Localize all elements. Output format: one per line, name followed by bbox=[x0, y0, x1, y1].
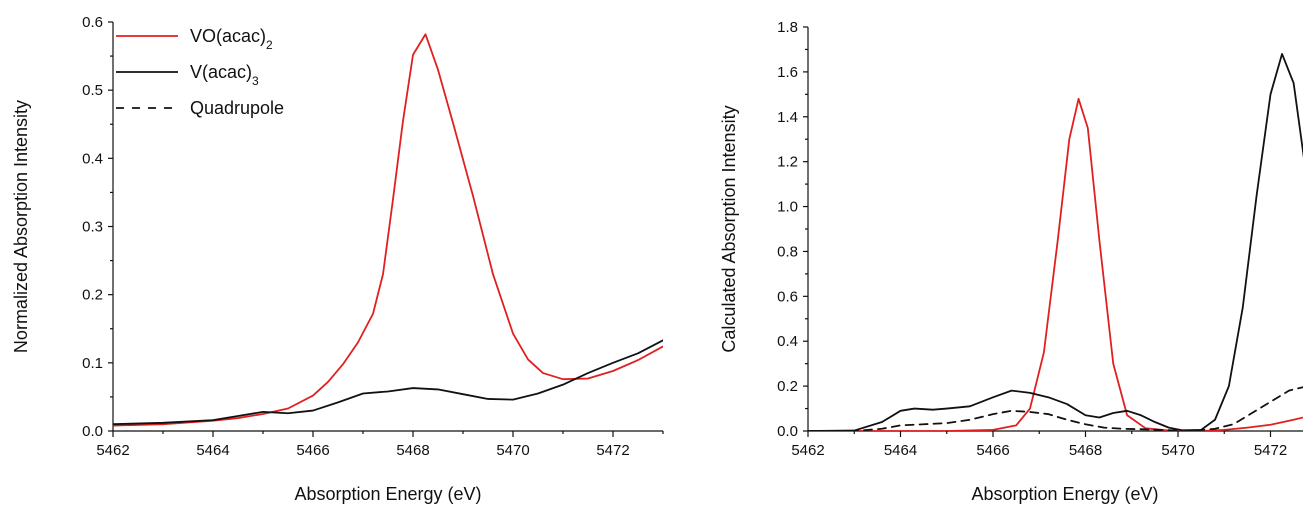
x-tick-label: 5462 bbox=[791, 442, 824, 459]
x-tick-label: 5472 bbox=[596, 442, 629, 459]
x-tick-label: 5464 bbox=[884, 442, 917, 459]
x-tick-label: 5462 bbox=[96, 442, 129, 459]
x-tick-label: 5472 bbox=[1254, 442, 1287, 459]
legend: VO(acac)2 V(acac)3 Quadrupole bbox=[116, 26, 284, 118]
y-tick-label: 1.2 bbox=[777, 154, 798, 171]
y-tick-label: 0.6 bbox=[777, 288, 798, 305]
series-line-vo-acac-2 bbox=[808, 97, 1303, 431]
y-tick-label: 0.6 bbox=[82, 14, 103, 31]
x-tick-label: 5470 bbox=[1161, 442, 1194, 459]
x-tick-label: 5470 bbox=[496, 442, 529, 459]
legend-label: Quadrupole bbox=[190, 98, 284, 118]
y-tick-label: 1.6 bbox=[777, 64, 798, 81]
y-tick-label: 1.4 bbox=[777, 109, 798, 126]
x-axis-title: Absorption Energy (eV) bbox=[971, 484, 1158, 504]
series-line-v-acac-3 bbox=[808, 53, 1303, 431]
x-tick-label: 5466 bbox=[296, 442, 329, 459]
series-line-v-acac-3 bbox=[113, 339, 663, 426]
y-tick-label: 0.4 bbox=[82, 150, 103, 167]
chart-right: 0.0 0.2 0.4 0.6 0.8 1.0 1.2 1.4 1.6 1.8 5462 5464 54… bbox=[719, 19, 1303, 504]
y-tick-label: 0.3 bbox=[82, 219, 103, 236]
x-tick-label: 5466 bbox=[976, 442, 1009, 459]
series-line-quadrupole bbox=[808, 386, 1303, 431]
y-tick-label: 0.5 bbox=[82, 82, 103, 99]
chart-left: 0.0 0.1 0.2 0.3 0.4 0.5 0.6 5462 5464 5466 5468 547… bbox=[11, 14, 664, 504]
y-tick-label: 0.1 bbox=[82, 355, 103, 372]
x-tick-label: 5468 bbox=[1069, 442, 1102, 459]
legend-label: VO(acac)2 bbox=[190, 26, 273, 52]
y-tick-label: 1.0 bbox=[777, 199, 798, 216]
y-tick-label: 0.2 bbox=[777, 378, 798, 395]
y-tick-label: 0.0 bbox=[82, 423, 103, 440]
x-tick-label: 5464 bbox=[196, 442, 229, 459]
x-tick-label: 5468 bbox=[396, 442, 429, 459]
y-tick-label: 0.4 bbox=[777, 333, 798, 350]
y-axis-title: Normalized Absorption Intensity bbox=[11, 100, 31, 353]
y-tick-label: 0.0 bbox=[777, 423, 798, 440]
legend-label: V(acac)3 bbox=[190, 62, 259, 88]
y-axis-title: Calculated Absorption Intensity bbox=[719, 105, 739, 352]
y-tick-label: 1.8 bbox=[777, 19, 798, 36]
x-axis-title: Absorption Energy (eV) bbox=[294, 484, 481, 504]
y-tick-label: 0.8 bbox=[777, 243, 798, 260]
y-tick-label: 0.2 bbox=[82, 287, 103, 304]
series-line-vo-acac-2 bbox=[113, 33, 663, 427]
